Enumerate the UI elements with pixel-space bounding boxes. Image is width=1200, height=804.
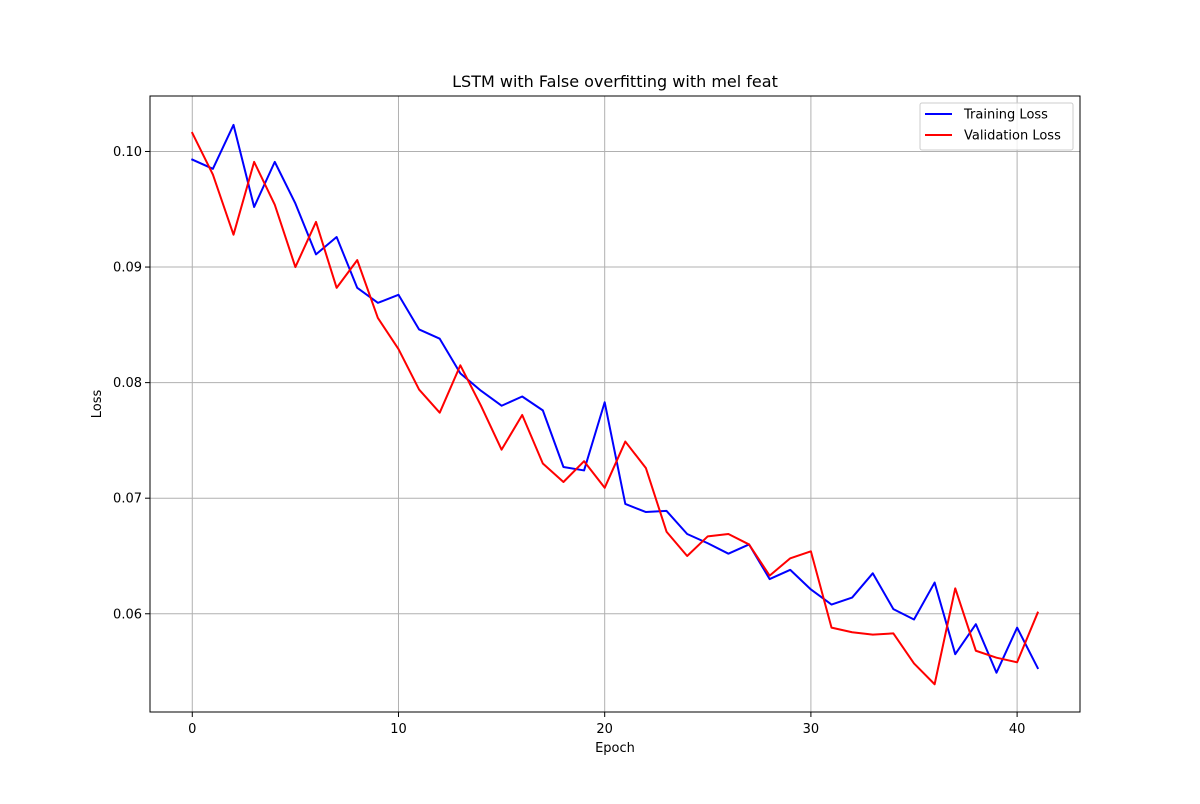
- y-tick-label: 0.06: [113, 607, 142, 622]
- series-lines: [190, 123, 1040, 686]
- legend-label-training-loss: Training Loss: [963, 108, 1048, 123]
- legend-box: [919, 102, 1074, 151]
- x-tick-label: 0: [188, 722, 196, 737]
- x-tick-label: 30: [803, 722, 820, 737]
- chart-title: LSTM with False overfitting with mel fea…: [452, 72, 778, 91]
- legend-label-validation-loss: Validation Loss: [964, 129, 1061, 144]
- y-tick-label: 0.07: [113, 492, 142, 507]
- x-tick-label: 20: [596, 722, 613, 737]
- x-tick-label: 10: [390, 722, 407, 737]
- training-loss-line: [190, 123, 1040, 674]
- x-tick-label: 40: [1009, 722, 1026, 737]
- y-axis-label: Loss: [90, 390, 105, 419]
- y-tick-label: 0.08: [113, 376, 142, 391]
- axis-ticks: 0 10 20 30 40 0.06 0.07 0.08 0.09 0.10: [113, 145, 1025, 737]
- y-tick-label: 0.09: [113, 261, 142, 276]
- x-axis-label: Epoch: [595, 741, 635, 756]
- plot-frame: [149, 95, 1081, 713]
- y-tick-label: 0.10: [113, 145, 142, 160]
- validation-loss-line: [190, 131, 1040, 686]
- legend: Training Loss Validation Loss: [919, 102, 1074, 151]
